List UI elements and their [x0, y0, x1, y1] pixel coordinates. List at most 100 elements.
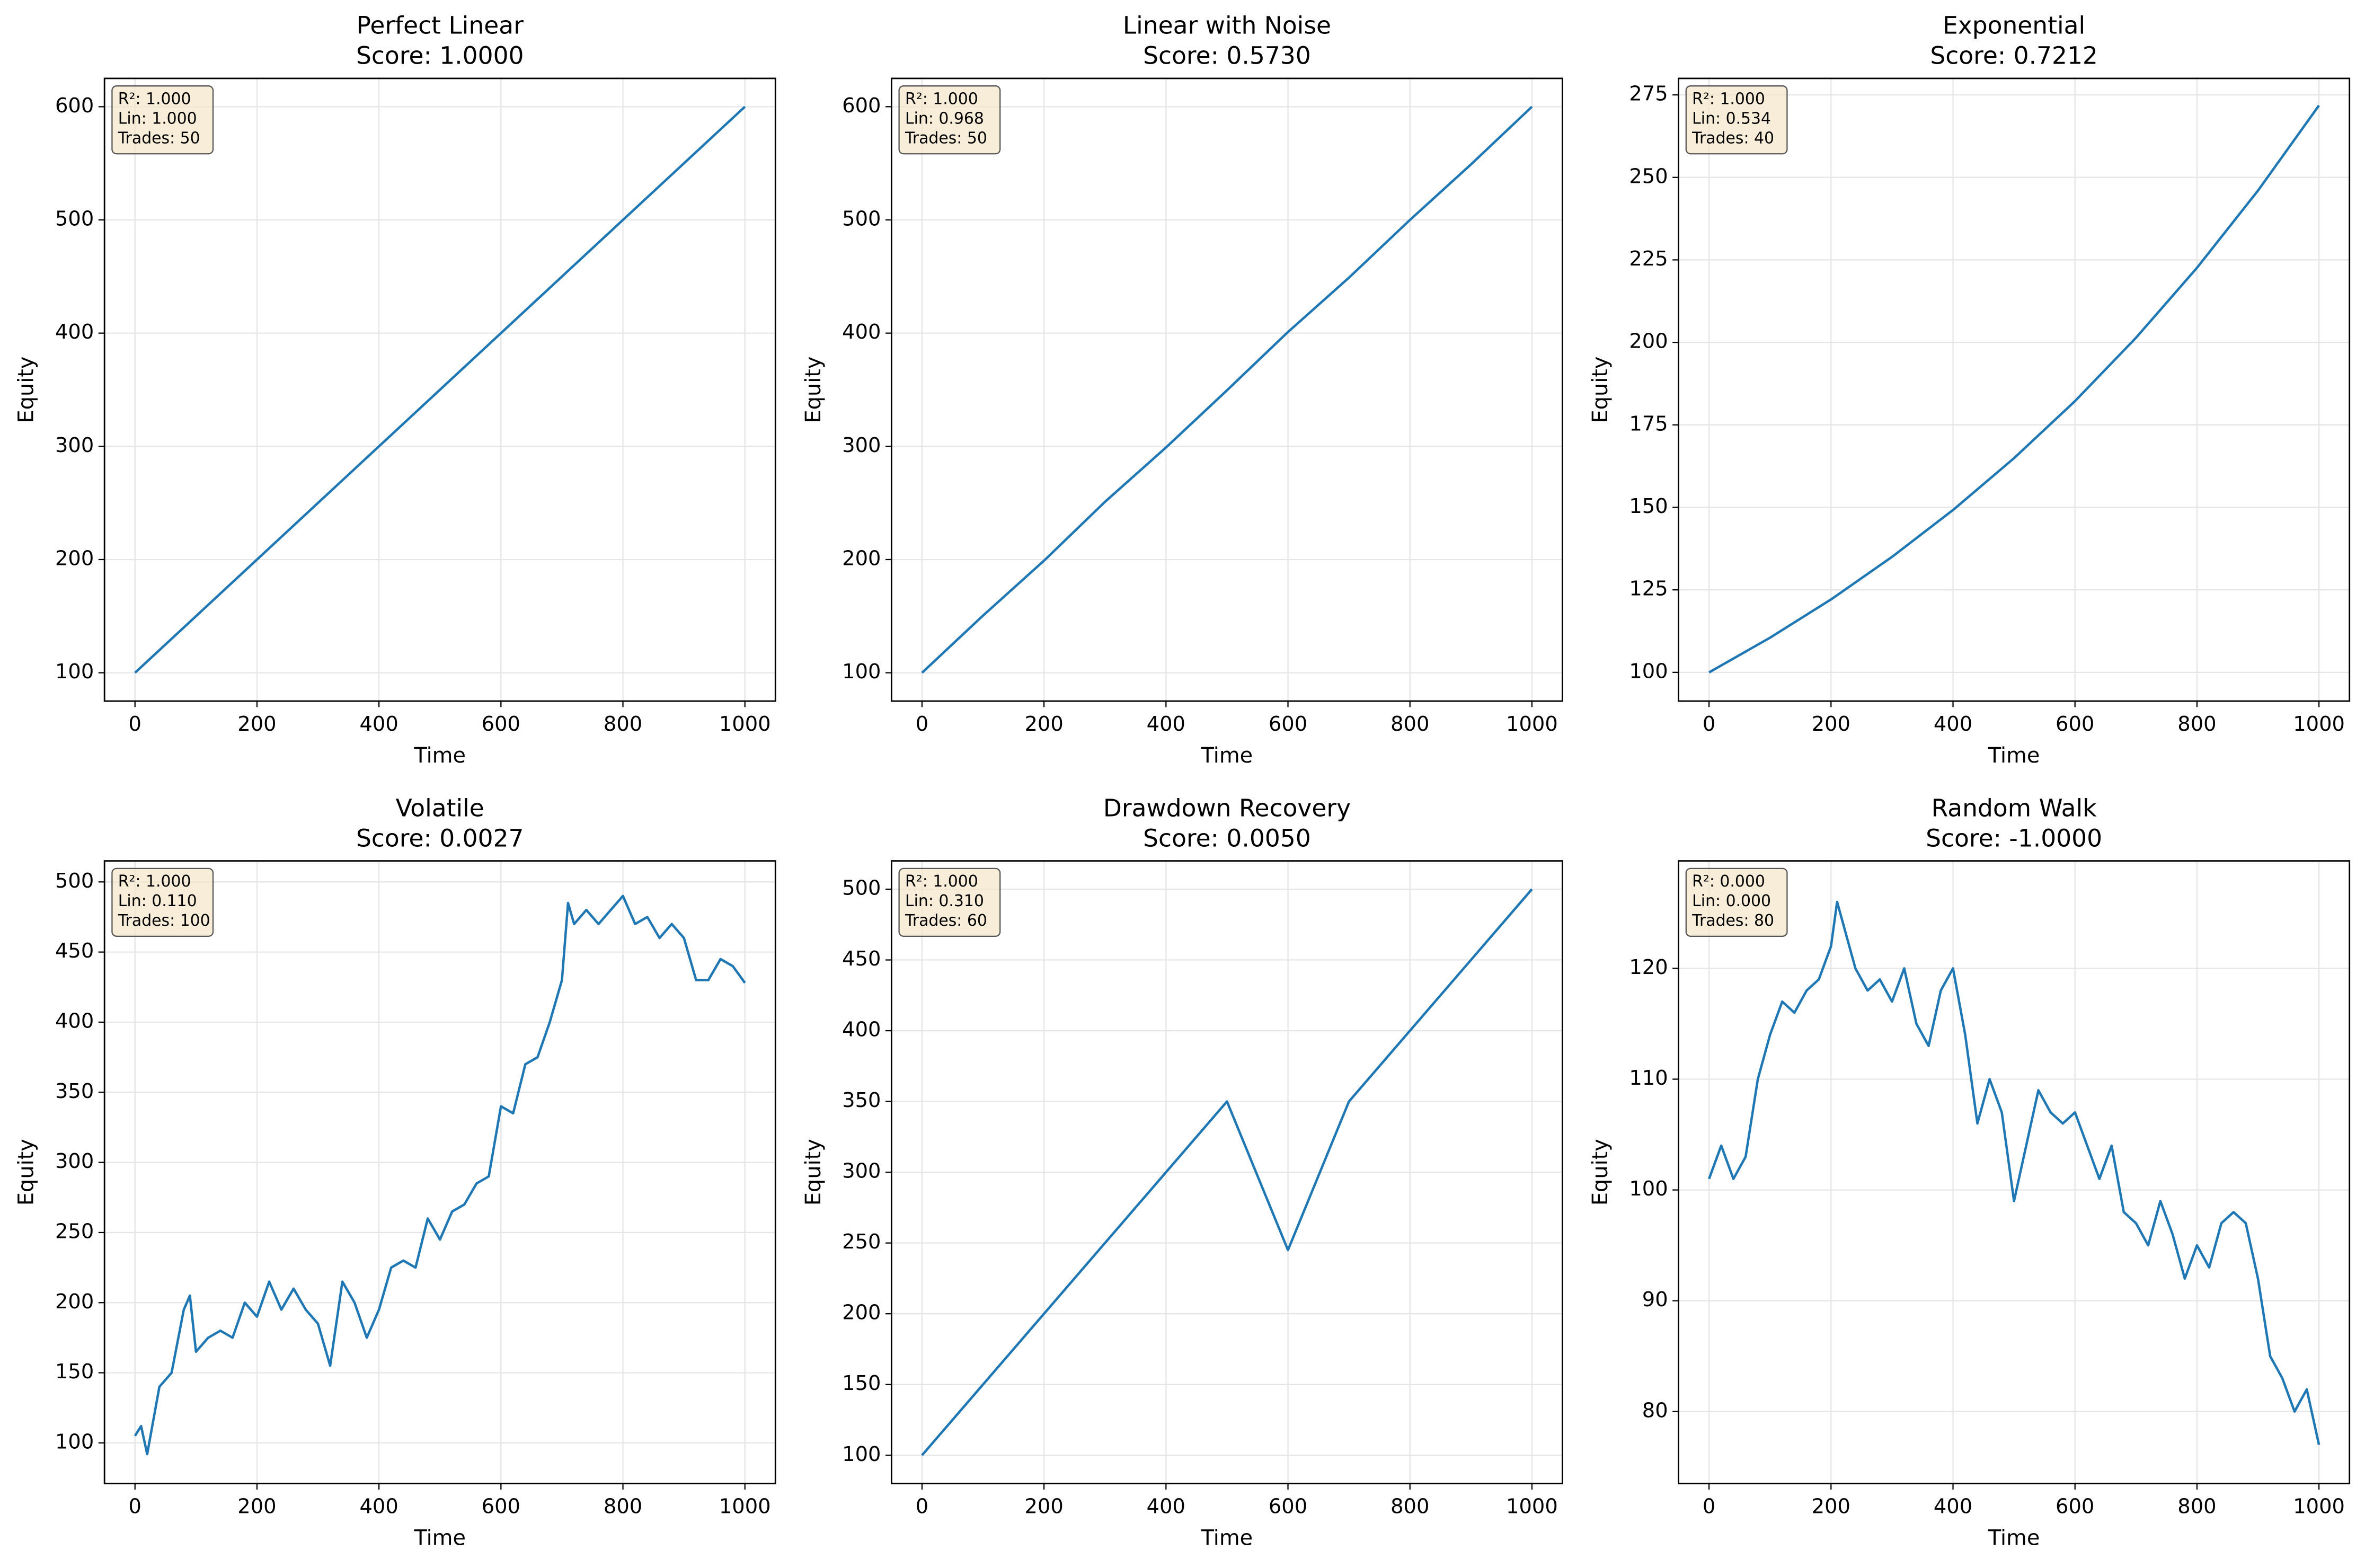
- x-axis-label: Time: [414, 1526, 466, 1550]
- x-tick-label: 1000: [719, 1495, 771, 1519]
- chart-subtitle: Score: 0.5730: [1143, 42, 1311, 70]
- x-tick-label: 800: [1390, 1495, 1429, 1519]
- annotation-box: [898, 85, 1001, 155]
- chart-title: Drawdown Recovery: [1103, 794, 1351, 822]
- x-tick-label: 800: [604, 712, 642, 736]
- chart-title: Perfect Linear: [357, 12, 524, 40]
- y-tick-label: 150: [1629, 494, 1668, 518]
- y-tick-label: 250: [1629, 164, 1668, 188]
- y-tick-label: 400: [842, 320, 881, 344]
- y-tick-label: 400: [55, 1009, 94, 1033]
- annotation-text: R²: 1.000: [1692, 90, 1765, 108]
- chart-subtitle: Score: 0.0050: [1143, 824, 1311, 852]
- equity-line: [134, 894, 746, 1456]
- y-tick-label: 350: [842, 1088, 881, 1112]
- x-tick-label: 800: [2177, 1495, 2216, 1519]
- equity-line: [921, 105, 1533, 674]
- y-tick-label: 500: [842, 207, 881, 231]
- x-tick-label: 800: [2177, 712, 2216, 736]
- equity-line: [1707, 900, 2320, 1445]
- x-tick-label: 400: [1147, 1495, 1185, 1519]
- x-tick-label: 1000: [1506, 1495, 1558, 1519]
- y-axis-label: Equity: [801, 357, 826, 423]
- y-tick-label: 150: [55, 1360, 94, 1384]
- y-tick-label: 400: [55, 320, 94, 344]
- annotation-text: R²: 1.000: [905, 872, 978, 891]
- y-tick-label: 200: [842, 1301, 881, 1325]
- y-tick-label: 225: [1629, 247, 1668, 271]
- y-tick-label: 90: [1642, 1288, 1668, 1312]
- annotation-text: Trades: 60: [905, 911, 987, 930]
- y-tick-label: 200: [1629, 330, 1668, 353]
- annotation-text: R²: 0.000: [1692, 872, 1765, 891]
- x-tick-label: 400: [359, 712, 398, 736]
- y-tick-label: 80: [1642, 1398, 1668, 1422]
- y-tick-label: 300: [55, 433, 94, 457]
- y-axis-label: Equity: [1588, 357, 1613, 423]
- x-tick-label: 1000: [2293, 1495, 2345, 1519]
- annotation-text: Trades: 50: [118, 129, 200, 147]
- annotation-text: Lin: 0.000: [1692, 892, 1771, 910]
- annotation-text: R²: 1.000: [118, 90, 191, 108]
- x-tick-label: 200: [1812, 712, 1850, 736]
- x-tick-label: 1000: [1506, 712, 1558, 736]
- x-tick-label: 600: [482, 1495, 520, 1519]
- y-tick-label: 100: [55, 1430, 94, 1454]
- x-tick-label: 200: [1024, 1495, 1063, 1519]
- x-tick-label: 0: [916, 1495, 928, 1519]
- chart-title: Exponential: [1943, 12, 2085, 40]
- equity-line: [1708, 104, 2320, 674]
- y-tick-label: 200: [55, 1290, 94, 1314]
- y-tick-label: 400: [842, 1018, 881, 1042]
- annotation-text: R²: 1.000: [118, 872, 191, 891]
- axes-frame: [890, 77, 1563, 702]
- x-tick-label: 0: [1703, 1495, 1715, 1519]
- x-tick-label: 0: [129, 1495, 141, 1519]
- annotation-text: Lin: 0.968: [905, 109, 984, 128]
- y-tick-label: 150: [842, 1371, 881, 1395]
- chart-subtitle: Score: -1.0000: [1926, 824, 2102, 852]
- y-tick-label: 120: [1629, 955, 1668, 979]
- y-tick-label: 250: [842, 1230, 881, 1254]
- x-tick-label: 400: [359, 1495, 398, 1519]
- y-tick-label: 450: [842, 947, 881, 971]
- annotation-box: [898, 867, 1001, 937]
- x-axis-label: Time: [1988, 1526, 2040, 1550]
- y-tick-label: 600: [842, 94, 881, 118]
- chart-subtitle: Score: 0.0027: [356, 824, 524, 852]
- x-tick-label: 800: [1390, 712, 1429, 736]
- axes-frame: [103, 77, 776, 702]
- annotation-text: Lin: 1.000: [118, 109, 197, 128]
- chart-title: Volatile: [396, 794, 484, 822]
- axes-frame: [1678, 77, 2351, 702]
- y-tick-label: 200: [55, 546, 94, 570]
- y-axis-label: Equity: [14, 1139, 39, 1206]
- y-tick-label: 100: [842, 1442, 881, 1466]
- y-axis-label: Equity: [1588, 1139, 1613, 1206]
- axes-frame: [1678, 860, 2351, 1485]
- annotation-text: Trades: 40: [1691, 129, 1774, 147]
- annotation-box: [111, 85, 214, 155]
- x-tick-label: 400: [1147, 712, 1185, 736]
- x-axis-label: Time: [1201, 743, 1253, 768]
- y-tick-label: 350: [55, 1079, 94, 1103]
- axes-frame: [890, 860, 1563, 1485]
- y-tick-label: 100: [842, 660, 881, 684]
- x-tick-label: 800: [604, 1495, 642, 1519]
- annotation-box: [1685, 867, 1788, 937]
- x-axis-label: Time: [414, 743, 466, 768]
- x-tick-label: 200: [1812, 1495, 1850, 1519]
- y-tick-label: 500: [55, 869, 94, 893]
- y-tick-label: 500: [842, 876, 881, 900]
- x-axis-label: Time: [1201, 1526, 1253, 1550]
- x-tick-label: 0: [1703, 712, 1715, 736]
- chart-title: Random Walk: [1932, 794, 2097, 822]
- y-tick-label: 450: [55, 939, 94, 963]
- x-tick-label: 600: [1269, 1495, 1307, 1519]
- y-tick-label: 275: [1629, 82, 1668, 106]
- y-tick-label: 300: [55, 1149, 94, 1173]
- x-tick-label: 1000: [2293, 712, 2345, 736]
- x-tick-label: 200: [237, 712, 276, 736]
